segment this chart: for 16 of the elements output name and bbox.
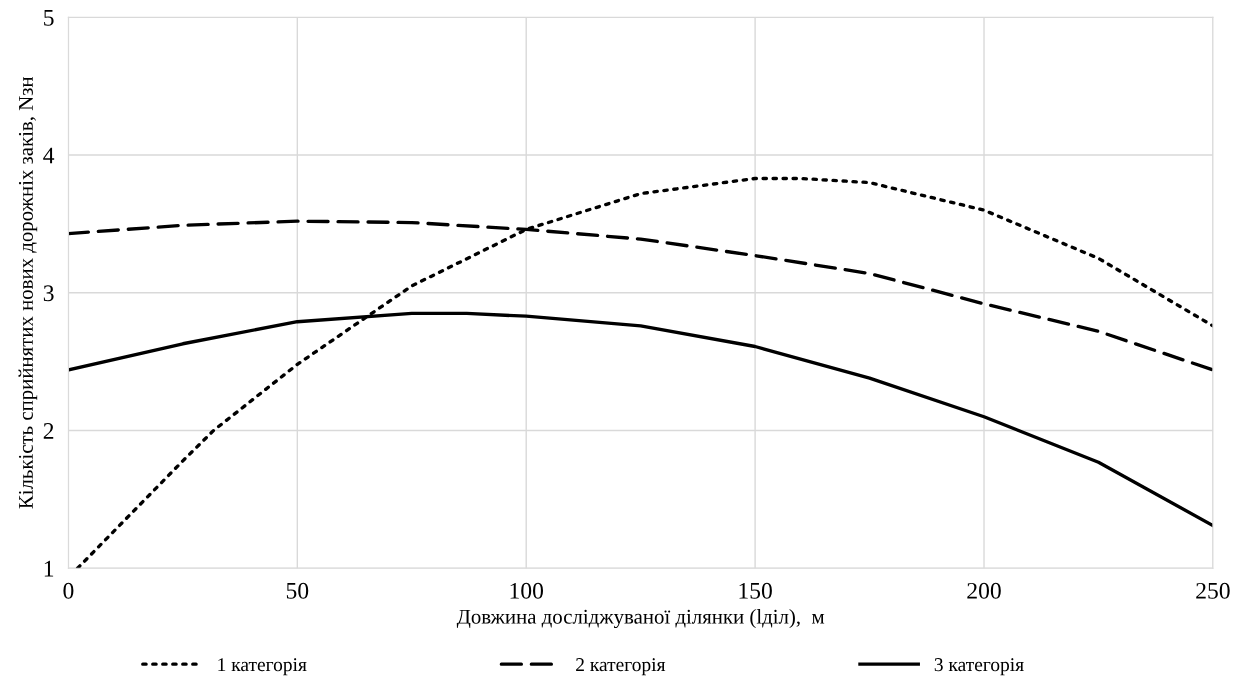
y-tick-label: 4: [43, 147, 55, 164]
x-tick-label: 250: [1196, 582, 1230, 599]
y-tick-label: 2: [43, 423, 54, 439]
x-tick-label: 0: [63, 582, 74, 599]
y-axis-title: Кількість сприйнятих нових дорожніх заків, Nзн: [18, 76, 38, 509]
x-tick-label: 150: [739, 582, 772, 599]
x-tick-label: 50: [286, 582, 309, 599]
x-tick-label: 100: [510, 582, 544, 599]
x-axis-title: Довжина досліджуваної ділянки (lділ), м: [456, 609, 825, 629]
legend-label: 2 категорія: [576, 658, 666, 676]
y-tick-label: 5: [44, 10, 54, 26]
legend-label: 1 категорія: [218, 658, 307, 676]
x-tick-label: 200: [967, 582, 1001, 599]
y-tick-label: 3: [43, 285, 54, 302]
y-tick-label: 1: [44, 560, 54, 577]
legend-label: 3 категорія: [934, 658, 1024, 676]
